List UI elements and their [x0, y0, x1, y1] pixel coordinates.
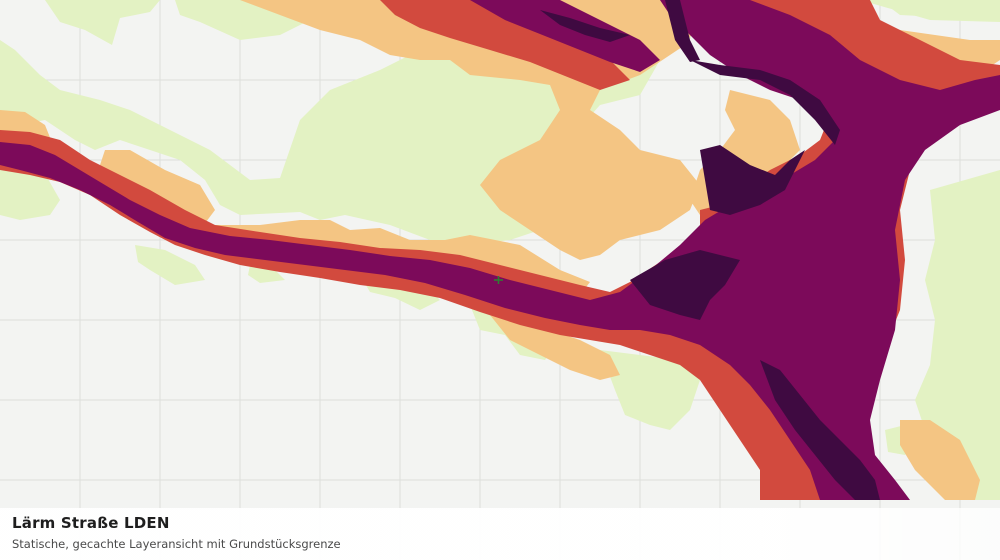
noise-band-extreme	[540, 0, 880, 500]
parcel-marker[interactable]	[494, 276, 503, 284]
noise-band-very-high	[0, 0, 1000, 500]
noise-bands	[0, 0, 1000, 500]
layer-title: Lärm Straße LDEN	[12, 514, 170, 532]
layer-subtitle: Statische, gecachte Layeransicht mit Gru…	[12, 537, 341, 551]
map-caption-panel: Lärm Straße LDEN Statische, gecachte Lay…	[0, 508, 1000, 560]
